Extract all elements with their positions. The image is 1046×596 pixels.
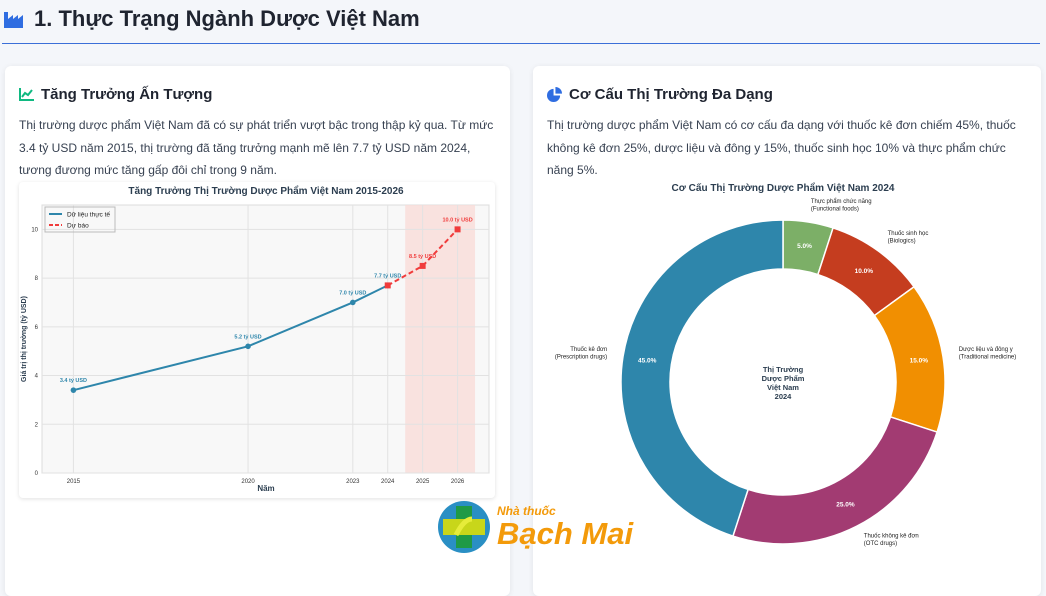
legend-label: Dữ liệu thực tế	[67, 210, 110, 219]
slice-percent: 5.0%	[797, 243, 812, 250]
slice-label: Thực phẩm chức năng	[811, 198, 872, 205]
growth-description: Thị trường dược phẩm Việt Nam đã có sự p…	[19, 118, 494, 177]
slice-percent: 15.0%	[910, 357, 929, 364]
x-tick-label: 2024	[381, 479, 395, 485]
chart-title: Cơ Cấu Thị Trường Dược Phẩm Việt Nam 202…	[672, 182, 895, 194]
growth-card-title: Tăng Trưởng Ấn Tượng	[19, 86, 212, 103]
data-label: 3.4 tỷ USD	[60, 378, 87, 384]
center-label: Thị Trường	[763, 365, 804, 374]
data-label: 7.0 tỷ USD	[339, 290, 366, 296]
x-tick-label: 2025	[416, 479, 430, 485]
x-tick-label: 2023	[346, 479, 360, 485]
center-label: 2024	[775, 392, 793, 401]
slice-percent: 45.0%	[638, 357, 657, 364]
slice-percent: 10.0%	[855, 268, 874, 275]
slice-label: Thuốc kê đơn	[570, 347, 607, 353]
data-label: 5.2 tỷ USD	[234, 334, 261, 340]
section-header: 1. Thực Trạng Ngành Dược Việt Nam	[4, 6, 420, 32]
center-label: Dược Phẩm	[762, 374, 805, 383]
slice-label: Thuốc không kê đơn	[864, 534, 919, 540]
watermark-line1: Nhà thuốc	[497, 504, 556, 518]
slice-label: (Traditional medicine)	[959, 355, 1016, 361]
growth-card: Tăng Trưởng Ấn Tượng Thị trường dược phẩ…	[5, 66, 510, 596]
watermark-logo: Nhà thuốc Bạch Mai	[437, 500, 633, 554]
donut-slice	[620, 219, 784, 538]
data-point	[384, 282, 391, 289]
series-line	[73, 284, 389, 392]
structure-title-text: Cơ Cấu Thị Trường Đa Dạng	[569, 86, 773, 103]
forecast-region	[405, 205, 476, 473]
donut-slice	[731, 415, 939, 545]
x-axis-label: Năm	[257, 484, 274, 493]
donut-chart: Cơ Cấu Thị Trường Dược Phẩm Việt Nam 202…	[547, 182, 1025, 562]
x-tick-label: 2015	[67, 479, 81, 485]
chart-pie-icon	[547, 87, 562, 102]
page-title: 1. Thực Trạng Ngành Dược Việt Nam	[34, 6, 420, 31]
slice-percent: 25.0%	[836, 502, 855, 509]
slice-label: Thuốc sinh học	[888, 231, 929, 237]
data-point	[419, 262, 426, 269]
divider	[2, 43, 1040, 44]
y-tick-label: 2	[35, 422, 39, 428]
legend-box	[44, 206, 116, 233]
y-tick-label: 0	[35, 471, 39, 477]
y-tick-label: 8	[35, 276, 39, 282]
data-label: 10.0 tỷ USD	[442, 217, 472, 223]
slice-label: Dược liệu và đông y	[959, 347, 1013, 353]
chart-line-icon	[19, 88, 34, 101]
slice-label: (Prescription drugs)	[555, 355, 607, 361]
data-label: 7.7 tỷ USD	[374, 273, 401, 279]
series-line	[387, 228, 459, 287]
y-axis-label: Giá trị thị trường (tỷ USD)	[21, 296, 28, 382]
data-label: 8.5 tỷ USD	[409, 254, 436, 260]
pharmacy-cross-logo-icon	[438, 501, 490, 553]
chart-title: Tăng Trưởng Thị Trường Dược Phẩm Việt Na…	[128, 185, 404, 197]
data-point	[350, 299, 356, 306]
data-point	[245, 343, 251, 350]
y-tick-label: 4	[35, 374, 39, 380]
structure-card: Cơ Cấu Thị Trường Đa Dạng Thị trường dượ…	[533, 66, 1041, 596]
data-point	[454, 226, 461, 233]
slice-label: (OTC drugs)	[864, 541, 897, 547]
center-label: Việt Nam	[767, 383, 799, 392]
slice-label: (Functional foods)	[811, 207, 859, 213]
x-tick-label: 2020	[241, 479, 255, 485]
line-chart: 0 2 4 6 8 10 2015 2020 2023 2024 2025 2026 Tăng Trưở…	[19, 182, 495, 498]
watermark-line2: Bạch Mai	[497, 516, 634, 551]
y-tick-label: 10	[31, 227, 38, 233]
y-tick-label: 6	[35, 325, 39, 331]
growth-title-text: Tăng Trưởng Ấn Tượng	[41, 86, 213, 103]
factory-icon	[4, 12, 23, 28]
structure-description: Thị trường dược phẩm Việt Nam có cơ cấu …	[547, 118, 1016, 177]
data-point	[70, 387, 77, 393]
structure-card-title: Cơ Cấu Thị Trường Đa Dạng	[547, 86, 773, 103]
x-tick-label: 2026	[451, 479, 465, 485]
legend-label: Dự báo	[67, 223, 89, 230]
slice-label: (Biologics)	[888, 238, 916, 244]
